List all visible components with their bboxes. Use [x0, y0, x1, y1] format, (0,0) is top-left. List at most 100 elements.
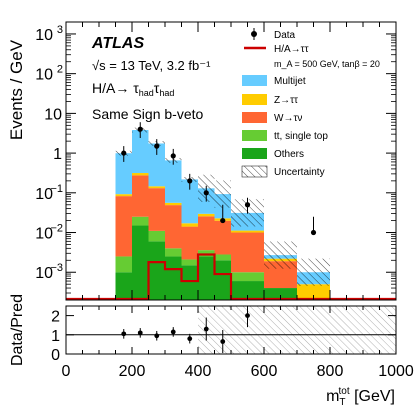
bar-tt-single-top-6 [214, 254, 231, 261]
bar-z--5 [198, 213, 215, 217]
region-label: Same Sign b-veto [92, 106, 203, 122]
main-ytick-label-2: 10 [35, 186, 53, 203]
process-label: H/A→ τhadτhad [92, 80, 174, 98]
bar-w--6 [214, 220, 231, 255]
bar-tt-single-top-2 [148, 230, 165, 242]
bar-others-7 [231, 281, 264, 300]
bar-w--5 [198, 216, 215, 251]
legend-item-uncertainty: Uncertainty [241, 165, 325, 178]
legend-item-wtaunu: W→τν [242, 112, 302, 124]
bar-multijet-2 [148, 143, 165, 187]
energy-label: √s = 13 TeV, 3.2 fb⁻¹ [92, 58, 211, 73]
ratio-ytick-label-2: 2 [51, 309, 60, 326]
bar-z--10 [330, 300, 396, 305]
data-point-1 [137, 126, 143, 132]
bar-z--4 [181, 223, 198, 227]
x-tick-label-4: 800 [317, 363, 344, 380]
ratio-ytick-label-1: 1 [51, 328, 60, 345]
main-ytick-label-0: 10 [35, 265, 53, 282]
data-point-3 [170, 153, 176, 159]
atlas-label: ATLAS [91, 35, 144, 52]
bar-others-5 [198, 256, 215, 300]
bar-w--1 [132, 175, 149, 217]
bar-others-3 [165, 256, 182, 300]
legend-label-data: Data [274, 30, 296, 41]
ratio-panel: 0 200 400 600 800 1000 0 1 2 Data/Pred mTtot [Ge… [9, 294, 414, 407]
legend-item-others: Others [242, 148, 304, 160]
bar-multijet-1 [132, 130, 149, 174]
bar-tt-single-top-1 [132, 216, 149, 226]
legend-label-uncertainty: Uncertainty [274, 167, 325, 178]
legend-label-signal: H/A→ττ [274, 44, 309, 55]
legend-item-signal: H/A→ττ m_A = 500 GeV, tanβ = 20 [244, 44, 380, 69]
bar-multijet-0 [115, 153, 132, 195]
main-ytick-exp-0: −3 [50, 262, 63, 274]
bar-tt-single-top-0 [115, 256, 132, 273]
main-ytick-exp-2: −1 [50, 183, 63, 195]
x-tick-label-3: 600 [251, 363, 278, 380]
bar-z--7 [231, 230, 264, 233]
bar-others-8 [264, 288, 297, 300]
bar-tt-single-top-7 [231, 272, 264, 282]
main-ytick-exp-6: 3 [57, 24, 63, 36]
main-ytick-label-5: 10 [35, 67, 53, 84]
ratio-ylabel: Data/Pred [9, 294, 26, 366]
data-point-8 [310, 229, 317, 236]
ratio-point-2 [154, 333, 160, 339]
bar-others-4 [181, 265, 198, 300]
bar-others-1 [132, 225, 149, 300]
bar-z--0 [115, 194, 132, 197]
bar-multijet-3 [165, 160, 182, 203]
legend-label-signal-params: m_A = 500 GeV, tanβ = 20 [274, 59, 380, 69]
data-point-4 [187, 178, 193, 184]
legend-label-ztautau: Z→ττ [274, 95, 298, 106]
bar-z--3 [165, 202, 182, 206]
x-tick-label-5: 1000 [378, 363, 414, 380]
main-ytick-label-6: 10 [35, 27, 53, 44]
x-axis-label: mTtot [GeV] [326, 386, 395, 407]
legend-item-multijet: Multijet [242, 75, 306, 87]
ratio-point-7 [245, 313, 250, 318]
main-ytick-exp-1: −2 [50, 223, 63, 235]
legend-item-data: Data [251, 28, 296, 41]
x-tick-label-1: 200 [119, 363, 146, 380]
main-ylabel: Events / GeV [7, 39, 26, 140]
legend: Data H/A→ττ m_A = 500 GeV, tanβ = 20 Mul… [241, 28, 380, 178]
bar-z--2 [148, 186, 165, 189]
legend-item-ztautau: Z→ττ [242, 94, 298, 106]
bar-tt-single-top-5 [198, 250, 215, 257]
main-ytick-label-4: 10 [44, 106, 62, 123]
data-point-2 [154, 143, 160, 149]
bar-others-0 [115, 272, 132, 300]
data-point-7 [244, 202, 251, 208]
bar-others-2 [148, 241, 165, 300]
legend-label-wtaunu: W→τν [274, 113, 302, 124]
data-point-5 [203, 190, 209, 196]
ratio-plot-content [66, 306, 396, 354]
bar-w--4 [181, 226, 198, 260]
bar-tt-single-top-3 [165, 248, 182, 257]
legend-item-ttbar: tt, single top [242, 130, 328, 142]
ratio-point-5 [203, 326, 209, 332]
main-ytick-label-1: 10 [35, 226, 53, 243]
x-tick-label-0: 0 [62, 363, 71, 380]
ratio-point-1 [137, 330, 143, 336]
ratio-point-6 [220, 339, 226, 344]
ratio-point-3 [170, 329, 176, 335]
data-point-0 [121, 150, 127, 156]
main-ytick-exp-5: 2 [57, 64, 63, 76]
bar-w--2 [148, 188, 165, 231]
bar-w--3 [165, 205, 182, 249]
uncertainty-band-8 [264, 241, 297, 269]
bar-others-6 [214, 260, 231, 300]
legend-label-ttbar: tt, single top [274, 131, 328, 142]
legend-label-others: Others [274, 149, 304, 160]
ratio-point-4 [187, 336, 193, 342]
ratio-ytick-label-0: 0 [51, 347, 60, 364]
data-point-6 [220, 217, 226, 224]
main-ytick-label-3: 1 [53, 146, 62, 163]
uncertainty-band-9 [297, 258, 330, 286]
ratio-axes: 0 200 400 600 800 1000 0 1 2 [51, 306, 414, 380]
